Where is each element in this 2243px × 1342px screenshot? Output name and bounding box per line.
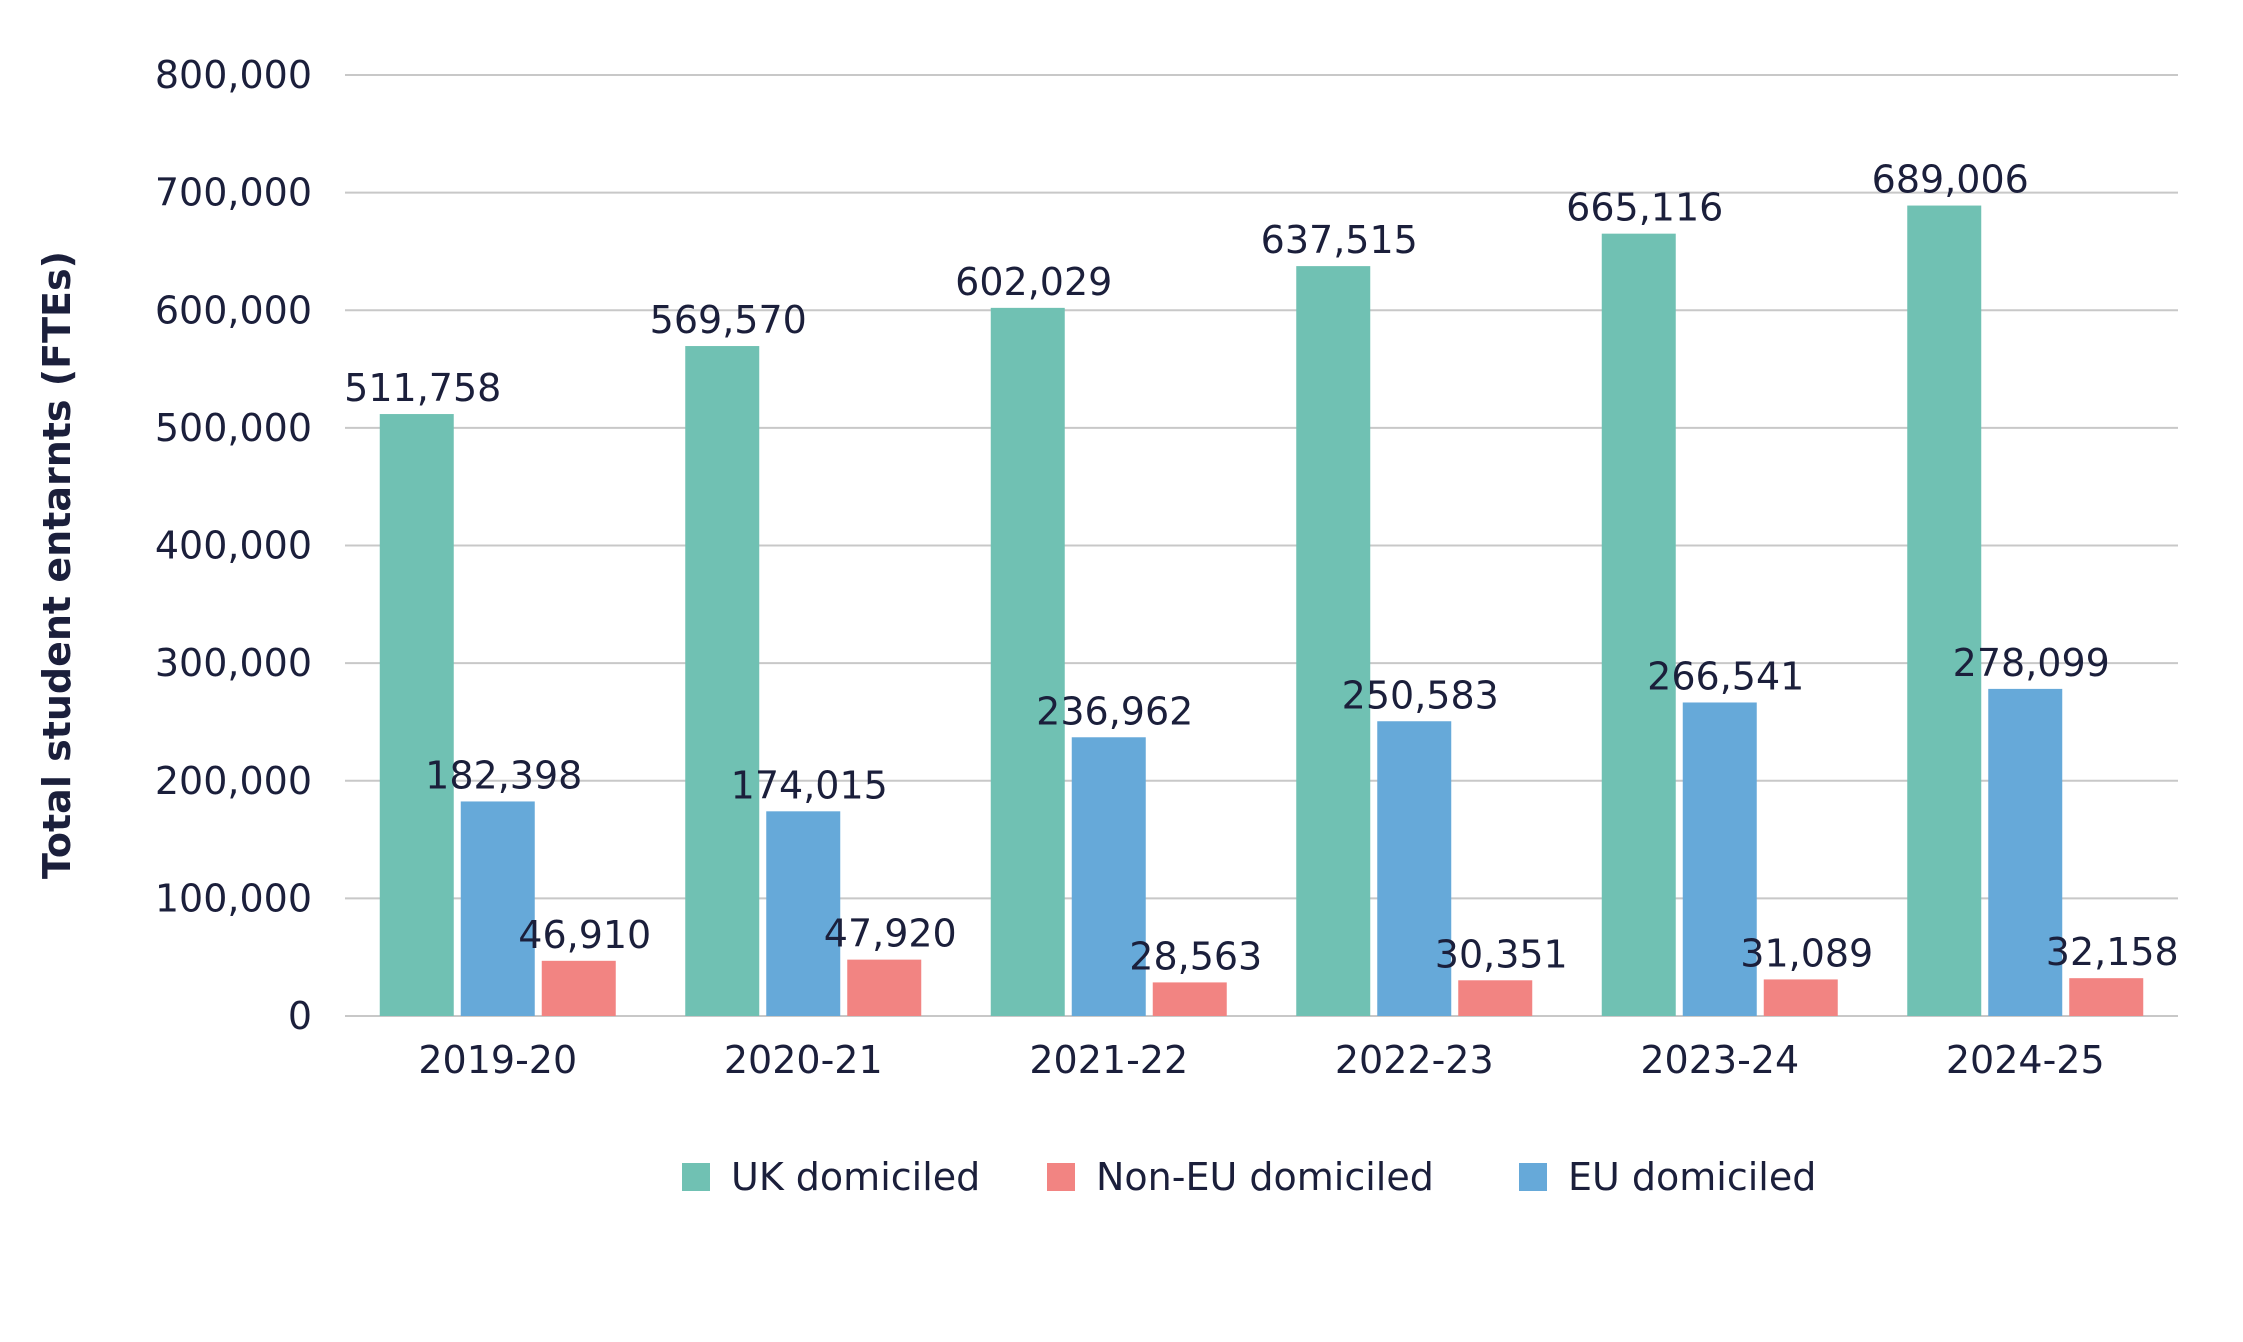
bar-non-eu-domiciled-2020-21 [847, 959, 922, 1016]
y-tick-label: 600,000 [155, 288, 312, 332]
gridlines [345, 74, 2178, 1017]
data-label: 569,570 [650, 298, 807, 342]
legend-item: Non-EU domiciled [1047, 1155, 1434, 1199]
legend-label: EU domiciled [1568, 1155, 1816, 1199]
x-category-label: 2022-23 [1335, 1038, 1494, 1082]
y-axis-ticks: 0 100,000 200,000 300,000 400,000 500,000 600,… [155, 53, 312, 1038]
data-label: 30,351 [1435, 932, 1568, 976]
data-label: 266,541 [1647, 654, 1804, 698]
legend-swatch [682, 1163, 710, 1191]
bar-eu-domiciled-2019-20 [460, 801, 535, 1016]
bar-non-eu-domiciled-2022-23 [1458, 980, 1533, 1016]
y-tick-label: 0 [288, 994, 312, 1038]
data-label: 28,563 [1129, 934, 1262, 978]
bar-eu-domiciled-2022-23 [1377, 721, 1452, 1016]
bar-non-eu-domiciled-2023-24 [1763, 979, 1838, 1016]
y-tick-label: 500,000 [155, 406, 312, 450]
y-tick-label: 100,000 [155, 876, 312, 920]
legend-label: UK domiciled [731, 1155, 980, 1199]
data-label: 174,015 [731, 763, 888, 807]
data-label: 637,515 [1261, 218, 1418, 262]
data-label: 46,910 [518, 913, 651, 957]
data-label: 250,583 [1342, 673, 1499, 717]
data-labels: 511,758 182,398 46,910 569,570 174,015 47,920… [344, 158, 2179, 979]
legend-item: EU domiciled [1519, 1155, 1816, 1199]
bar-eu-domiciled-2024-25 [1988, 688, 2063, 1016]
data-label: 511,758 [344, 366, 501, 410]
bar-eu-domiciled-2021-22 [1071, 737, 1146, 1016]
y-axis-label: Total student entarnts (FTEs) [35, 251, 79, 879]
y-tick-label: 700,000 [155, 171, 312, 215]
data-label: 31,089 [1740, 931, 1873, 975]
bar-non-eu-domiciled-2019-20 [541, 960, 616, 1016]
data-label: 47,920 [824, 912, 957, 956]
y-tick-label: 200,000 [155, 759, 312, 803]
x-category-label: 2023-24 [1640, 1038, 1799, 1082]
data-label: 32,158 [2046, 930, 2179, 974]
data-label: 689,006 [1872, 158, 2029, 202]
data-label: 602,029 [955, 260, 1112, 304]
y-tick-label: 400,000 [155, 524, 312, 568]
y-tick-label: 300,000 [155, 641, 312, 685]
bar-uk-domiciled-2024-25 [1907, 205, 1982, 1016]
bar-uk-domiciled-2022-23 [1296, 266, 1371, 1016]
bars [379, 205, 2144, 1017]
bar-uk-domiciled-2020-21 [685, 346, 760, 1016]
legend-item: UK domiciled [682, 1155, 980, 1199]
data-label: 278,099 [1953, 641, 2110, 685]
y-tick-label: 800,000 [155, 53, 312, 97]
legend: UK domiciled Non-EU domiciled EU domiciled [682, 1155, 1816, 1199]
x-category-label: 2021-22 [1029, 1038, 1188, 1082]
x-category-label: 2019-20 [418, 1038, 577, 1082]
bar-uk-domiciled-2019-20 [379, 414, 454, 1016]
x-axis-categories: 2019-20 2020-21 2021-22 2022-23 2023-24 2024-… [418, 1038, 2104, 1082]
data-label: 182,398 [425, 753, 582, 797]
legend-swatch [1047, 1163, 1075, 1191]
bar-uk-domiciled-2023-24 [1601, 233, 1676, 1017]
bar-non-eu-domiciled-2024-25 [2069, 978, 2144, 1016]
data-label: 236,962 [1036, 689, 1193, 733]
x-category-label: 2024-25 [1946, 1038, 2105, 1082]
x-category-label: 2020-21 [724, 1038, 883, 1082]
bar-eu-domiciled-2020-21 [766, 811, 841, 1016]
legend-label: Non-EU domiciled [1096, 1155, 1434, 1199]
bar-non-eu-domiciled-2021-22 [1152, 982, 1227, 1016]
legend-swatch [1519, 1163, 1547, 1191]
bar-uk-domiciled-2021-22 [990, 307, 1065, 1016]
bar-eu-domiciled-2023-24 [1682, 702, 1757, 1016]
data-label: 665,116 [1566, 186, 1723, 230]
